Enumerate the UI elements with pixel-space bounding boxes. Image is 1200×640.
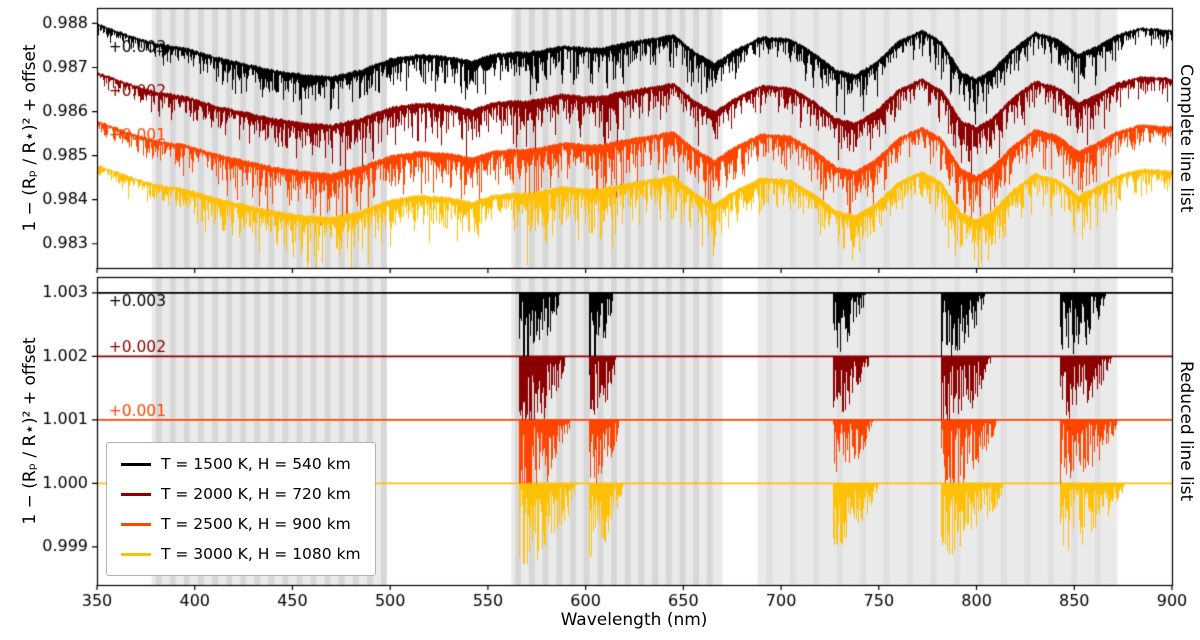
bottom-y-axis-label: 1 − (Rₚ / R⋆)² + offset bbox=[20, 337, 40, 525]
legend-label: T = 2500 K, H = 900 km bbox=[161, 515, 351, 533]
legend-line-swatch bbox=[121, 462, 151, 466]
complete-line-list-label: Complete line list bbox=[1176, 63, 1196, 213]
legend-line-swatch bbox=[121, 492, 151, 496]
legend-label: T = 3000 K, H = 1080 km bbox=[161, 545, 361, 563]
legend-label: T = 1500 K, H = 540 km bbox=[161, 455, 351, 473]
legend-label: T = 2000 K, H = 720 km bbox=[161, 485, 351, 503]
reduced-line-list-label: Reduced line list bbox=[1176, 360, 1196, 502]
legend: T = 1500 K, H = 540 km T = 2000 K, H = 7… bbox=[106, 442, 376, 576]
legend-item: T = 2000 K, H = 720 km bbox=[121, 482, 361, 506]
legend-item: T = 1500 K, H = 540 km bbox=[121, 452, 361, 476]
legend-item: T = 3000 K, H = 1080 km bbox=[121, 542, 361, 566]
legend-item: T = 2500 K, H = 900 km bbox=[121, 512, 361, 536]
x-axis-label: Wavelength (nm) bbox=[560, 610, 708, 630]
top-y-axis-label: 1 − (Rₚ / R⋆)² + offset bbox=[20, 44, 40, 232]
legend-line-swatch bbox=[121, 522, 151, 526]
legend-line-swatch bbox=[121, 552, 151, 556]
